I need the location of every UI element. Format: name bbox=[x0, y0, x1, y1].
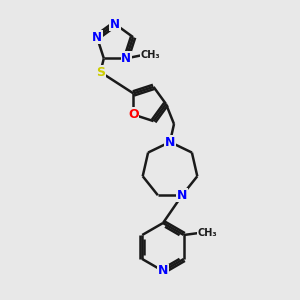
Text: N: N bbox=[121, 52, 131, 65]
Text: N: N bbox=[177, 189, 187, 202]
Text: S: S bbox=[96, 66, 105, 79]
Text: N: N bbox=[165, 136, 175, 148]
Text: CH₃: CH₃ bbox=[140, 50, 160, 60]
Text: N: N bbox=[92, 31, 102, 44]
Text: O: O bbox=[128, 108, 139, 121]
Text: N: N bbox=[110, 17, 120, 31]
Text: CH₃: CH₃ bbox=[198, 228, 218, 238]
Text: N: N bbox=[158, 265, 168, 278]
